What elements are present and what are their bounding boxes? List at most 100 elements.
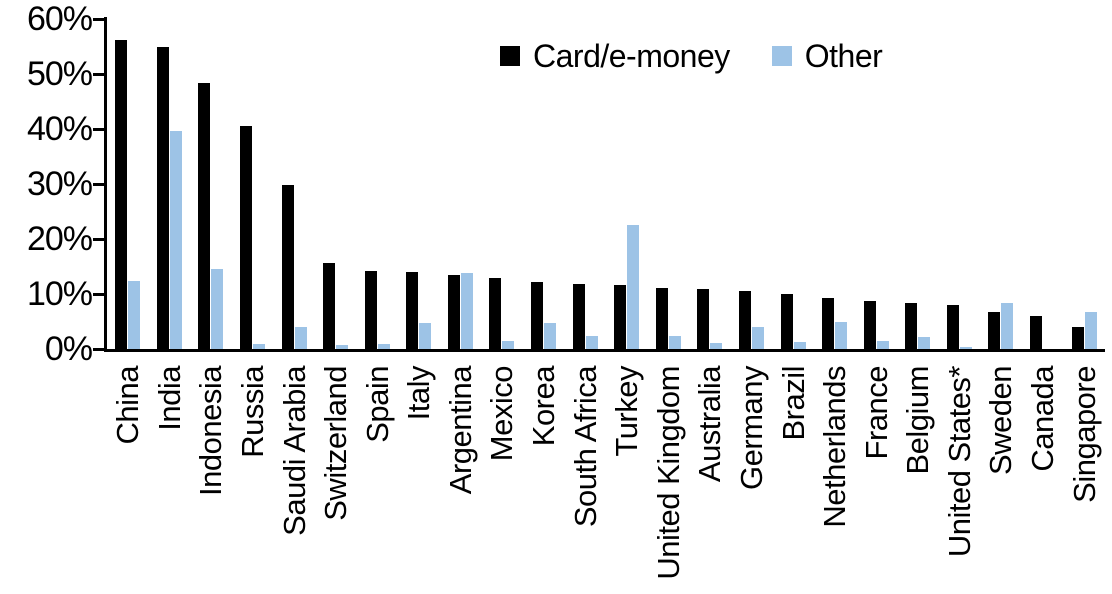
x-cell-korea: Korea bbox=[523, 366, 565, 446]
bar-group-mexico bbox=[481, 19, 523, 349]
bar-other-argentina bbox=[460, 272, 473, 349]
bar-other-korea bbox=[544, 323, 557, 349]
bar-other-switzerland bbox=[336, 344, 349, 349]
y-tick-40% bbox=[93, 128, 104, 131]
legend-label-card-e-money: Card/e-money bbox=[533, 38, 730, 74]
bar-group-sweden bbox=[980, 19, 1022, 349]
y-label-0%: 0% bbox=[44, 330, 93, 368]
bar-group-spain bbox=[356, 19, 398, 349]
bar-other-singapore bbox=[1084, 311, 1097, 349]
y-tick-0% bbox=[93, 348, 104, 351]
bar-group-singapore bbox=[1063, 19, 1105, 349]
bar-card-e-money-brazil bbox=[780, 293, 793, 349]
bar-other-saudi-arabia bbox=[294, 327, 307, 349]
bar-group-turkey bbox=[606, 19, 648, 349]
y-label-60%: 60% bbox=[26, 0, 93, 38]
y-tick-10% bbox=[93, 293, 104, 296]
bar-group-belgium bbox=[897, 19, 939, 349]
x-cell-russia: Russia bbox=[232, 366, 274, 458]
bar-group-china bbox=[107, 19, 149, 349]
bar-group-south-africa bbox=[564, 19, 606, 349]
x-label-sweden: Sweden bbox=[983, 366, 1019, 476]
x-cell-germany: Germany bbox=[731, 366, 773, 490]
x-label-indonesia: Indonesia bbox=[193, 366, 229, 496]
x-cell-switzerland: Switzerland bbox=[315, 366, 357, 521]
bar-card-e-money-france bbox=[863, 300, 876, 349]
bar-card-e-money-singapore bbox=[1071, 327, 1084, 349]
bar-card-e-money-canada bbox=[1030, 315, 1042, 349]
y-tick-30% bbox=[93, 183, 104, 186]
x-cell-spain: Spain bbox=[356, 366, 398, 443]
x-cell-united-kingdom: United Kingdom bbox=[648, 366, 690, 580]
legend-label-other: Other bbox=[804, 38, 883, 74]
bar-group-saudi-arabia bbox=[273, 19, 315, 349]
y-tick-20% bbox=[93, 238, 104, 241]
bar-card-e-money-turkey bbox=[614, 285, 627, 349]
bar-card-e-money-indonesia bbox=[198, 83, 211, 349]
x-label-brazil: Brazil bbox=[775, 366, 811, 441]
bar-card-e-money-india bbox=[156, 46, 169, 349]
bar-group-germany bbox=[731, 19, 773, 349]
x-cell-mexico: Mexico bbox=[481, 366, 523, 461]
bar-other-belgium bbox=[918, 337, 931, 349]
bar-group-italy bbox=[398, 19, 440, 349]
x-label-china: China bbox=[110, 366, 146, 445]
bar-group-korea bbox=[523, 19, 565, 349]
bar-card-e-money-united-states- bbox=[946, 305, 959, 349]
x-label-spain: Spain bbox=[359, 366, 395, 443]
x-cell-belgium: Belgium bbox=[897, 366, 939, 475]
bar-group-india bbox=[149, 19, 191, 349]
bar-other-south-africa bbox=[585, 335, 598, 349]
bar-card-e-money-switzerland bbox=[323, 263, 336, 349]
x-cell-china: China bbox=[107, 366, 149, 445]
bar-other-india bbox=[169, 130, 182, 349]
bar-card-e-money-italy bbox=[406, 271, 419, 349]
bar-other-australia bbox=[710, 343, 723, 349]
y-label-10%: 10% bbox=[26, 275, 93, 313]
bar-group-indonesia bbox=[190, 19, 232, 349]
x-label-canada: Canada bbox=[1025, 366, 1060, 472]
x-cell-indonesia: Indonesia bbox=[190, 366, 232, 496]
bar-group-france bbox=[855, 19, 897, 349]
x-label-france: France bbox=[858, 366, 894, 460]
y-label-30%: 30% bbox=[26, 165, 93, 203]
bar-card-e-money-saudi-arabia bbox=[281, 185, 294, 349]
bar-other-germany bbox=[751, 327, 764, 349]
bar-card-e-money-south-africa bbox=[572, 284, 585, 349]
x-cell-netherlands: Netherlands bbox=[814, 366, 856, 528]
x-label-singapore: Singapore bbox=[1066, 366, 1102, 503]
bar-group-russia bbox=[232, 19, 274, 349]
bar-other-netherlands bbox=[835, 322, 848, 349]
bar-group-brazil bbox=[772, 19, 814, 349]
legend-item-other: Other bbox=[771, 38, 883, 74]
x-cell-united-states-: United States* bbox=[939, 366, 981, 557]
x-label-italy: Italy bbox=[401, 366, 437, 421]
y-label-40%: 40% bbox=[26, 110, 93, 148]
bar-card-e-money-korea bbox=[531, 281, 544, 349]
x-cell-argentina: Argentina bbox=[440, 366, 482, 494]
y-axis-line bbox=[104, 17, 107, 352]
x-cell-sweden: Sweden bbox=[980, 366, 1022, 475]
x-label-netherlands: Netherlands bbox=[817, 366, 853, 528]
bar-other-united-kingdom bbox=[668, 336, 681, 349]
x-cell-australia: Australia bbox=[689, 366, 731, 482]
bar-group-united-kingdom bbox=[648, 19, 690, 349]
bar-card-e-money-united-kingdom bbox=[655, 288, 668, 349]
x-cell-south-africa: South Africa bbox=[564, 366, 606, 527]
y-label-50%: 50% bbox=[26, 55, 93, 93]
bar-other-sweden bbox=[1001, 303, 1014, 349]
bar-card-e-money-spain bbox=[364, 270, 377, 349]
y-label-20%: 20% bbox=[26, 220, 93, 258]
x-label-south-africa: South Africa bbox=[567, 366, 603, 528]
bar-other-spain bbox=[377, 343, 390, 349]
legend-swatch-card-e-money bbox=[500, 46, 520, 66]
bar-other-brazil bbox=[793, 342, 806, 349]
bar-card-e-money-china bbox=[115, 39, 128, 349]
x-cell-india: India bbox=[149, 366, 191, 431]
bar-other-russia bbox=[253, 343, 266, 349]
bar-card-e-money-russia bbox=[240, 126, 253, 349]
y-tick-60% bbox=[93, 18, 104, 21]
x-label-argentina: Argentina bbox=[442, 366, 478, 495]
bar-other-turkey bbox=[627, 225, 640, 349]
x-label-turkey: Turkey bbox=[609, 366, 645, 457]
